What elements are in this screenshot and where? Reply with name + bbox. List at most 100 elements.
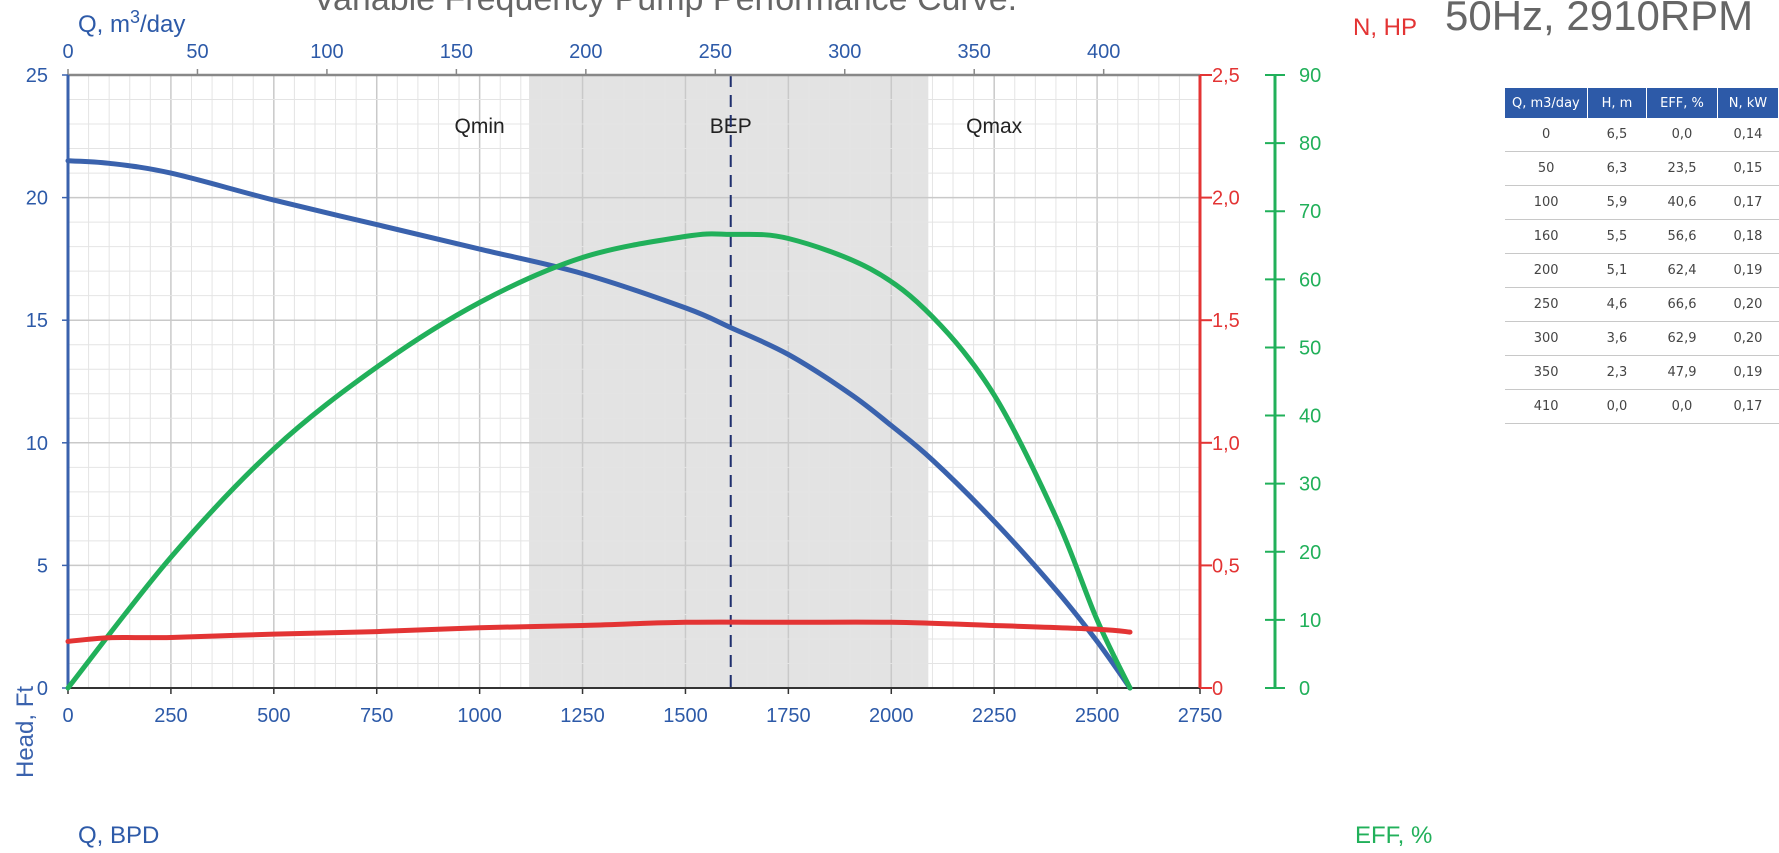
table-cell: 410 bbox=[1505, 389, 1588, 424]
table-cell: 47,9 bbox=[1646, 355, 1718, 390]
table-cell: 200 bbox=[1505, 253, 1588, 288]
table-cell: 0,19 bbox=[1717, 253, 1779, 288]
qmax-label: Qmax bbox=[966, 115, 1023, 138]
table-cell: 250 bbox=[1505, 287, 1588, 322]
series-efficiency-line bbox=[65, 231, 1133, 691]
y-head-tick-label: 5 bbox=[37, 555, 48, 577]
x-bottom-tick-label: 1500 bbox=[663, 705, 708, 727]
y-eff-tick-label: 0 bbox=[1299, 678, 1310, 700]
table-row: 0 6,5 0,0 0,14 bbox=[1505, 118, 1779, 152]
series-head-line bbox=[65, 158, 1133, 691]
table-cell: 160 bbox=[1505, 219, 1588, 254]
table-header-h: H, m bbox=[1587, 88, 1648, 118]
table-cell: 0,0 bbox=[1587, 389, 1647, 424]
y-power-tick-label: 0,5 bbox=[1212, 555, 1240, 577]
x-top-tick-label: 300 bbox=[828, 41, 861, 63]
x-top-tick-label: 100 bbox=[310, 41, 343, 63]
table-cell: 100 bbox=[1505, 185, 1588, 220]
x-bottom-tick-label: 2000 bbox=[869, 705, 914, 727]
x-bottom-tick-label: 250 bbox=[154, 705, 187, 727]
y-eff-tick-label: 80 bbox=[1299, 133, 1321, 155]
table-cell: 0,20 bbox=[1717, 321, 1779, 356]
x-top-tick-label: 150 bbox=[440, 41, 473, 63]
operating-zone bbox=[529, 75, 929, 688]
x-top-axis-label: Q, m3/day bbox=[78, 7, 185, 38]
table-row: 300 3,6 62,9 0,20 bbox=[1505, 321, 1779, 356]
y-eff-tick-label: 40 bbox=[1299, 406, 1321, 428]
y-head-axis-label: Head, Ft bbox=[12, 686, 39, 778]
x-top-tick-label: 0 bbox=[62, 41, 73, 63]
table-row: 160 5,5 56,6 0,18 bbox=[1505, 219, 1779, 254]
series bbox=[65, 158, 1133, 691]
table-cell: 0,0 bbox=[1646, 389, 1718, 424]
y-head-tick-label: 15 bbox=[26, 310, 48, 332]
y-eff-tick-label: 30 bbox=[1299, 474, 1321, 496]
table-header-n: N, kW bbox=[1717, 88, 1779, 118]
y-power-tick-label: 1,5 bbox=[1212, 310, 1240, 332]
x-top-tick-label: 350 bbox=[958, 41, 991, 63]
y-head-tick-label: 20 bbox=[26, 188, 48, 210]
y-eff-tick-label: 60 bbox=[1299, 269, 1321, 291]
table-row: 250 4,6 66,6 0,20 bbox=[1505, 287, 1779, 322]
x-bottom-tick-label: 2750 bbox=[1178, 705, 1223, 727]
table-cell: 0,18 bbox=[1717, 219, 1779, 254]
table-cell: 0,20 bbox=[1717, 287, 1779, 322]
table-cell: 23,5 bbox=[1646, 151, 1718, 186]
table-cell: 300 bbox=[1505, 321, 1588, 356]
y-power-tick-label: 2,0 bbox=[1212, 188, 1240, 210]
table-cell: 62,9 bbox=[1646, 321, 1718, 356]
x-top-tick-label: 400 bbox=[1087, 41, 1120, 63]
table-cell: 4,6 bbox=[1587, 287, 1647, 322]
table-cell: 66,6 bbox=[1646, 287, 1718, 322]
table-cell: 0,0 bbox=[1646, 118, 1718, 152]
chart-subtitle: 50Hz, 2910RPM bbox=[1445, 0, 1753, 39]
y-eff-axis-label: EFF, % bbox=[1355, 822, 1432, 849]
x-top-tick-label: 50 bbox=[186, 41, 208, 63]
table-cell: 62,4 bbox=[1646, 253, 1718, 288]
table-cell: 56,6 bbox=[1646, 219, 1718, 254]
x-top-tick-label: 200 bbox=[569, 41, 602, 63]
table-cell: 0 bbox=[1505, 118, 1588, 152]
table-cell: 50 bbox=[1505, 151, 1588, 186]
y-head-tick-label: 25 bbox=[26, 65, 48, 87]
table-cell: 2,3 bbox=[1587, 355, 1647, 390]
x-bottom-axis-label: Q, BPD bbox=[78, 822, 159, 849]
zone-labels: Qmin BEP Qmax bbox=[455, 75, 1023, 688]
x-bottom-tick-label: 1000 bbox=[457, 705, 502, 727]
operating-zone-band bbox=[529, 75, 929, 688]
x-bottom-tick-label: 2250 bbox=[972, 705, 1017, 727]
y-head-tick-label: 0 bbox=[37, 678, 48, 700]
table-header-row: Q, m3/day H, m EFF, % N, kW bbox=[1505, 88, 1779, 118]
y-eff-tick-label: 90 bbox=[1299, 65, 1321, 87]
table-row: 410 0,0 0,0 0,17 bbox=[1505, 389, 1779, 424]
table-cell: 3,6 bbox=[1587, 321, 1647, 356]
table-cell: 0,17 bbox=[1717, 185, 1779, 220]
table-row: 100 5,9 40,6 0,17 bbox=[1505, 185, 1779, 220]
x-bottom-tick-label: 0 bbox=[62, 705, 73, 727]
series-power-line bbox=[65, 619, 1133, 644]
table-row: 200 5,1 62,4 0,19 bbox=[1505, 253, 1779, 288]
y-power-axis-label: N, HP bbox=[1353, 14, 1417, 41]
table-header-q: Q, m3/day bbox=[1505, 88, 1588, 118]
y-eff-tick-label: 10 bbox=[1299, 610, 1321, 632]
performance-table: Q, m3/day H, m EFF, % N, kW 0 6,5 0,0 0,14 5… bbox=[1505, 88, 1779, 424]
y-power-tick-label: 2,5 bbox=[1212, 65, 1240, 87]
x-top-tick-label: 250 bbox=[699, 41, 732, 63]
y-eff-tick-label: 50 bbox=[1299, 337, 1321, 359]
table-row: 350 2,3 47,9 0,19 bbox=[1505, 355, 1779, 390]
chart-title: Variable Frequency Pump Performance Curv… bbox=[313, 0, 1017, 18]
x-bottom-tick-label: 1250 bbox=[560, 705, 605, 727]
x-bottom-tick-label: 500 bbox=[257, 705, 290, 727]
table-cell: 6,3 bbox=[1587, 151, 1647, 186]
x-bottom-tick-label: 2500 bbox=[1075, 705, 1120, 727]
table-cell: 0,19 bbox=[1717, 355, 1779, 390]
table-cell: 5,1 bbox=[1587, 253, 1647, 288]
table-cell: 40,6 bbox=[1646, 185, 1718, 220]
table-cell: 6,5 bbox=[1587, 118, 1647, 152]
x-bottom-tick-label: 750 bbox=[360, 705, 393, 727]
table-cell: 5,9 bbox=[1587, 185, 1647, 220]
table-row: 50 6,3 23,5 0,15 bbox=[1505, 151, 1779, 186]
y-head-tick-label: 10 bbox=[26, 433, 48, 455]
axes: 0 250 500 750 1000 1250 1500 1750 2000 2250 2500 27… bbox=[26, 41, 1322, 727]
